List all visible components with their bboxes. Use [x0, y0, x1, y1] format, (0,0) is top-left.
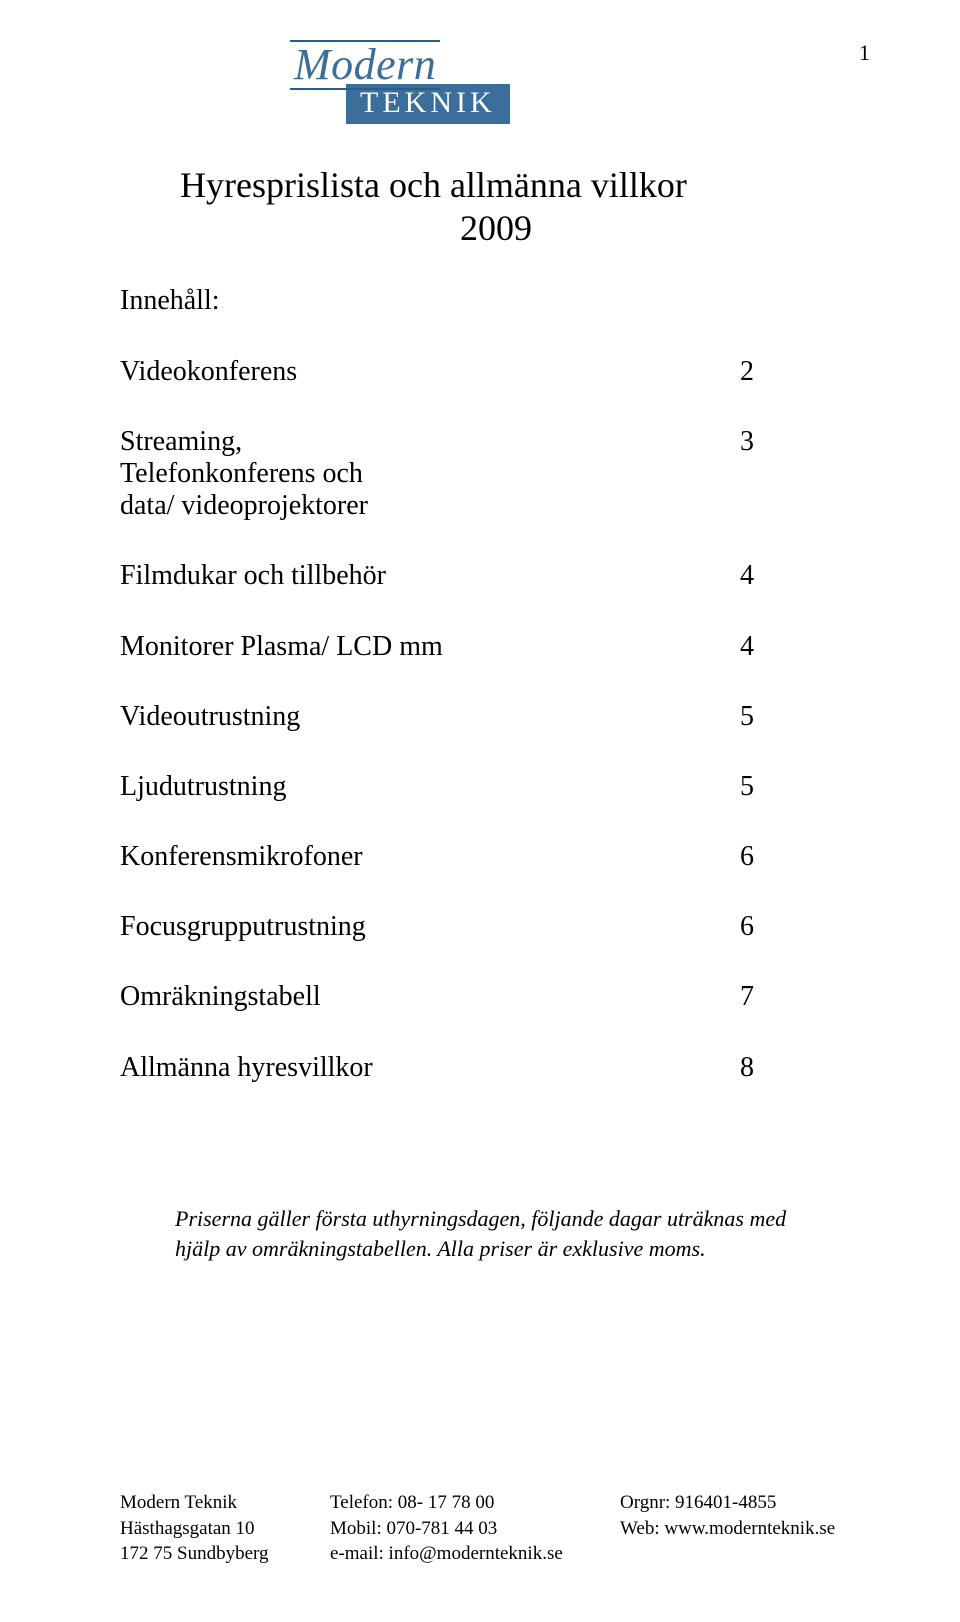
table-of-contents: Innehåll: Videokonferens 2 Streaming, Te… — [120, 285, 870, 1083]
toc-header-page — [740, 285, 780, 317]
toc-label: Focusgrupputrustning — [120, 911, 366, 943]
toc-page: 8 — [740, 1052, 780, 1084]
footer: Modern Teknik Hästhagsgatan 10 172 75 Su… — [120, 1490, 870, 1567]
toc-row: Ljudutrustning 5 — [120, 771, 780, 803]
toc-label: Konferensmikrofoner — [120, 841, 363, 873]
logo-line2: TEKNIK — [360, 86, 496, 119]
toc-label: Ljudutrustning — [120, 771, 286, 803]
title-year: 2009 — [460, 207, 870, 249]
footer-mobile: Mobil: 070-781 44 03 — [330, 1516, 620, 1542]
toc-row: Videoutrustning 5 — [120, 701, 780, 733]
footer-company-name: Modern Teknik — [120, 1490, 330, 1516]
toc-row: Videokonferens 2 — [120, 356, 780, 388]
toc-row: Filmdukar och tillbehör 4 — [120, 560, 780, 592]
footer-phone: Telefon: 08- 17 78 00 — [330, 1490, 620, 1516]
toc-page: 4 — [740, 560, 780, 592]
toc-label: Filmdukar och tillbehör — [120, 560, 386, 592]
page-number: 1 — [859, 40, 870, 66]
toc-label: Monitorer Plasma/ LCD mm — [120, 631, 443, 663]
footer-email: e-mail: info@modernteknik.se — [330, 1541, 620, 1567]
toc-label: Streaming, Telefonkonferens och data/ vi… — [120, 426, 368, 523]
toc-label: Omräkningstabell — [120, 981, 321, 1013]
price-note: Priserna gäller första uthyrningsdagen, … — [175, 1204, 835, 1263]
toc-header: Innehåll: — [120, 285, 220, 317]
toc-page: 5 — [740, 701, 780, 733]
logo: Modern TEKNIK — [290, 40, 870, 124]
footer-orgnr: Orgnr: 916401-4855 — [620, 1490, 870, 1516]
footer-web: Web: www.modernteknik.se — [620, 1516, 870, 1542]
toc-row: Allmänna hyresvillkor 8 — [120, 1052, 780, 1084]
footer-col-contact: Telefon: 08- 17 78 00 Mobil: 070-781 44 … — [330, 1490, 620, 1567]
toc-page: 6 — [740, 841, 780, 873]
toc-page: 5 — [740, 771, 780, 803]
toc-page: 2 — [740, 356, 780, 388]
toc-row: Streaming, Telefonkonferens och data/ vi… — [120, 426, 780, 523]
toc-row: Focusgrupputrustning 6 — [120, 911, 780, 943]
page-title: Hyresprislista och allmänna villkor — [180, 164, 870, 207]
toc-header-row: Innehåll: — [120, 285, 780, 317]
toc-row: Monitorer Plasma/ LCD mm 4 — [120, 631, 780, 663]
footer-col-org: Orgnr: 916401-4855 Web: www.modernteknik… — [620, 1490, 870, 1567]
toc-page: 7 — [740, 981, 780, 1013]
toc-row: Omräkningstabell 7 — [120, 981, 780, 1013]
toc-label: Videokonferens — [120, 356, 297, 388]
document-page: 1 Modern TEKNIK Hyresprislista och allmä… — [0, 0, 960, 1622]
footer-col-company: Modern Teknik Hästhagsgatan 10 172 75 Su… — [120, 1490, 330, 1567]
toc-page: 6 — [740, 911, 780, 943]
toc-page: 4 — [740, 631, 780, 663]
toc-label: Allmänna hyresvillkor — [120, 1052, 373, 1084]
toc-page: 3 — [740, 426, 780, 523]
toc-label: Videoutrustning — [120, 701, 300, 733]
logo-line1: Modern — [290, 40, 440, 90]
logo-box: TEKNIK — [346, 84, 510, 124]
footer-address-street: Hästhagsgatan 10 — [120, 1516, 330, 1542]
footer-address-city: 172 75 Sundbyberg — [120, 1541, 330, 1567]
toc-row: Konferensmikrofoner 6 — [120, 841, 780, 873]
